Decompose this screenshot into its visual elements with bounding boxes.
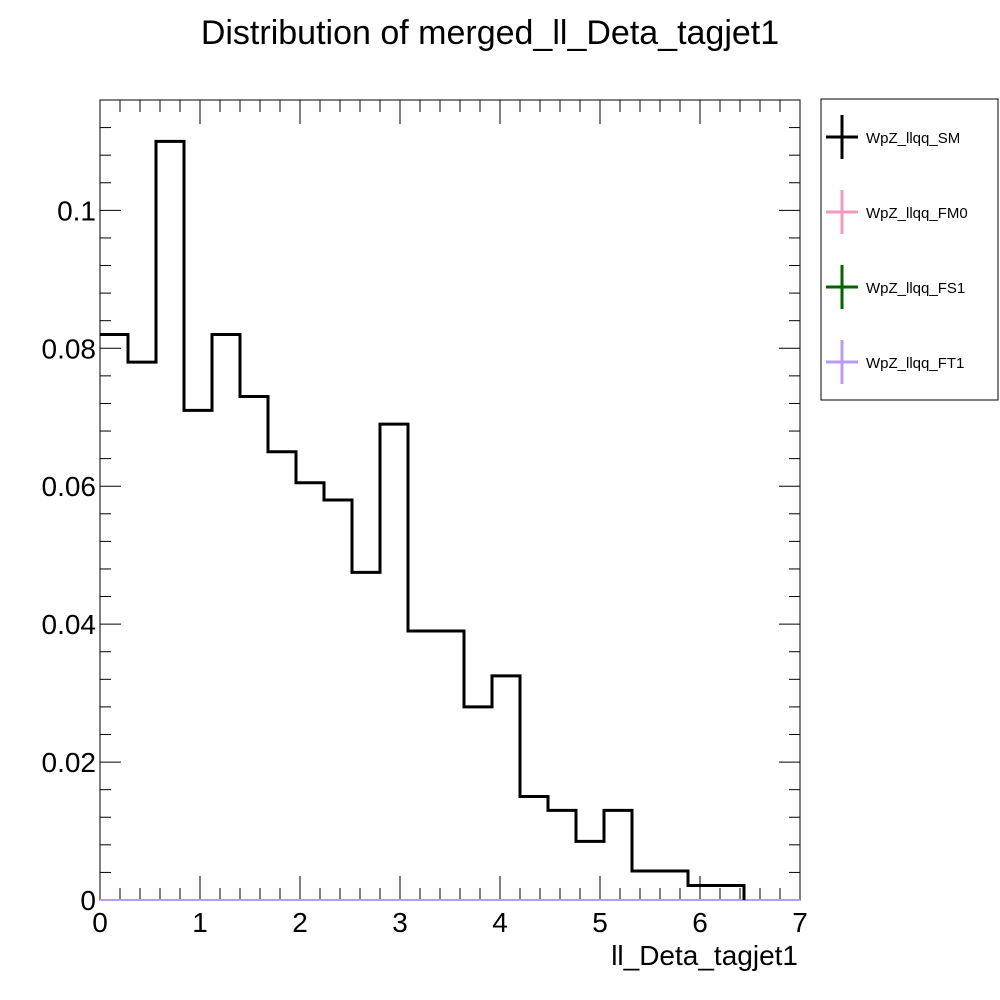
y-tick-label: 0.06 bbox=[42, 471, 97, 502]
x-tick-label: 1 bbox=[192, 907, 208, 938]
x-tick-label: 6 bbox=[692, 907, 708, 938]
x-tick-label: 7 bbox=[792, 907, 808, 938]
x-tick-label: 3 bbox=[392, 907, 408, 938]
x-tick-label: 4 bbox=[492, 907, 508, 938]
chart-title: Distribution of merged_ll_Deta_tagjet1 bbox=[201, 14, 779, 52]
legend-label: WpZ_llqq_SM bbox=[866, 130, 960, 147]
y-tick-label: 0.04 bbox=[42, 609, 97, 640]
series-WpZ_llqq_SM bbox=[100, 139, 746, 900]
legend-box bbox=[820, 98, 999, 401]
x-axis-title: ll_Deta_tagjet1 bbox=[611, 940, 798, 971]
series-layer bbox=[100, 139, 800, 901]
y-tick-label: 0.08 bbox=[42, 333, 97, 364]
x-axis: 0 1 2 3 4 5 6 7 bbox=[92, 100, 808, 938]
legend-label: WpZ_llqq_FM0 bbox=[866, 205, 968, 222]
legend-label: WpZ_llqq_FT1 bbox=[866, 355, 964, 372]
y-tick-label: 0.1 bbox=[57, 195, 96, 226]
y-axis: 0 0.02 0.04 0.06 0.08 0.1 bbox=[42, 127, 800, 916]
x-tick-label: 5 bbox=[592, 907, 608, 938]
series-line bbox=[100, 139, 746, 900]
plot-frame bbox=[99, 99, 801, 901]
legend-label: WpZ_llqq_FS1 bbox=[866, 280, 965, 297]
y-tick-label: 0 bbox=[80, 885, 96, 916]
x-tick-label: 0 bbox=[92, 907, 108, 938]
legend: WpZ_llqq_SM WpZ_llqq_FM0 WpZ_llqq_FS1 WpZ_l… bbox=[820, 98, 999, 401]
y-tick-label: 0.02 bbox=[42, 747, 97, 778]
x-tick-label: 2 bbox=[292, 907, 308, 938]
